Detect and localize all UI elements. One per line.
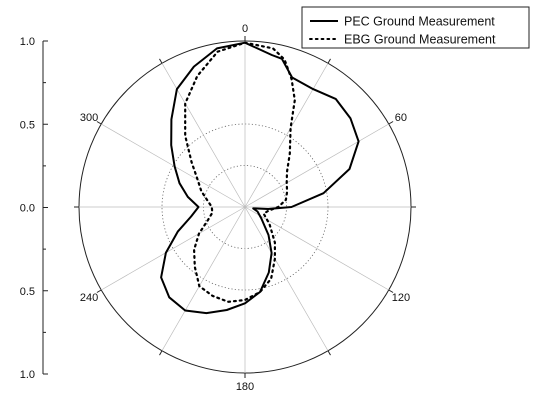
legend-box [301,6,530,49]
angle-tick [96,289,102,293]
grid-spoke [244,123,389,208]
radial-tick-label: 1.0 [20,36,35,48]
angle-label: 0 [242,23,248,35]
angle-tick [159,58,163,64]
grid-spoke [244,206,389,291]
ebg-series-line [184,41,296,303]
legend: PEC Ground Measurement EBG Ground Measure… [301,6,530,49]
angle-label: 60 [395,112,407,124]
radial-tick-label: 0.5 [20,119,35,131]
grid-spoke [161,206,246,351]
angle-label: 240 [80,292,98,304]
legend-label: EBG Ground Measurement [344,33,496,47]
radial-axis: 1.0 0.5 0.0 0.5 1.0 [20,36,48,381]
grid-spoke [161,63,246,208]
angle-tick [388,121,394,125]
angle-tick [159,350,163,356]
grid-spoke [101,123,246,208]
radial-tick-label: 0.5 [20,286,35,298]
legend-label: PEC Ground Measurement [344,15,495,29]
pec-series-line [160,41,360,315]
series-layer [160,41,360,315]
polar-grid: 0 60 120 180 240 300 [74,23,416,393]
angle-tick [96,121,102,125]
radial-tick-label: 1.0 [20,369,35,381]
grid-spoke [244,206,329,351]
radial-tick-label: 0.0 [20,203,35,215]
angle-tick [327,58,331,64]
angle-label: 180 [236,381,254,393]
angle-label: 300 [80,112,98,124]
grid-spoke [101,206,246,291]
angle-tick [327,350,331,356]
angle-label: 120 [392,292,410,304]
angle-tick [388,289,394,293]
grid-spoke [244,63,329,208]
